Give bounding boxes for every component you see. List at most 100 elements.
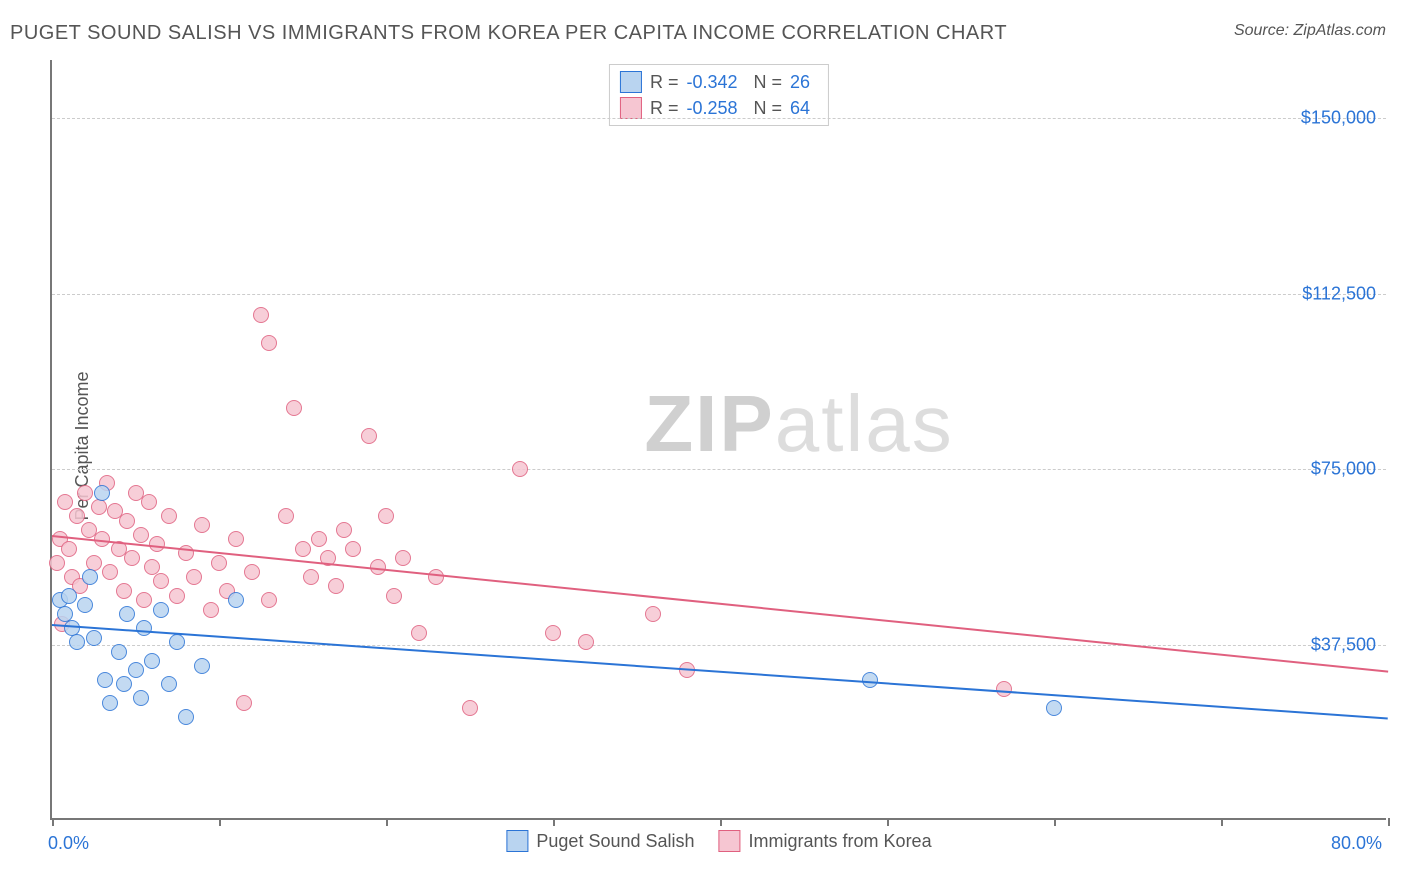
scatter-point-salish bbox=[86, 630, 102, 646]
x-tick-label: 80.0% bbox=[1331, 833, 1382, 854]
scatter-point-korea bbox=[141, 494, 157, 510]
y-tick-label: $75,000 bbox=[1311, 459, 1376, 480]
scatter-point-korea bbox=[211, 555, 227, 571]
scatter-point-salish bbox=[102, 695, 118, 711]
scatter-point-korea bbox=[361, 428, 377, 444]
scatter-point-korea bbox=[186, 569, 202, 585]
legend-item-salish: Puget Sound Salish bbox=[506, 830, 694, 852]
scatter-point-korea bbox=[124, 550, 140, 566]
scatter-point-salish bbox=[144, 653, 160, 669]
series-legend: Puget Sound Salish Immigrants from Korea bbox=[506, 830, 931, 852]
scatter-point-salish bbox=[161, 676, 177, 692]
stat-row-korea: R = -0.258 N = 64 bbox=[620, 95, 818, 121]
scatter-point-salish bbox=[94, 485, 110, 501]
legend-swatch-korea bbox=[719, 830, 741, 852]
gridline-h bbox=[52, 294, 1386, 295]
scatter-point-korea bbox=[236, 695, 252, 711]
n-label: N = bbox=[754, 98, 783, 119]
correlation-stats-box: R = -0.342 N = 26 R = -0.258 N = 64 bbox=[609, 64, 829, 126]
scatter-point-korea bbox=[386, 588, 402, 604]
scatter-point-salish bbox=[194, 658, 210, 674]
watermark-atlas: atlas bbox=[775, 379, 954, 468]
y-tick-label: $37,500 bbox=[1311, 634, 1376, 655]
gridline-h bbox=[52, 469, 1386, 470]
r-label: R = bbox=[650, 98, 679, 119]
scatter-point-korea bbox=[49, 555, 65, 571]
x-tick bbox=[720, 818, 722, 826]
scatter-point-korea bbox=[286, 400, 302, 416]
scatter-point-korea bbox=[136, 592, 152, 608]
scatter-point-salish bbox=[111, 644, 127, 660]
chart-source: Source: ZipAtlas.com bbox=[1234, 22, 1386, 40]
scatter-point-korea bbox=[545, 625, 561, 641]
x-tick bbox=[1221, 818, 1223, 826]
scatter-point-korea bbox=[462, 700, 478, 716]
scatter-point-korea bbox=[102, 564, 118, 580]
scatter-point-salish bbox=[97, 672, 113, 688]
legend-label-salish: Puget Sound Salish bbox=[536, 831, 694, 852]
scatter-point-salish bbox=[862, 672, 878, 688]
scatter-point-korea bbox=[395, 550, 411, 566]
scatter-point-korea bbox=[303, 569, 319, 585]
swatch-salish bbox=[620, 71, 642, 93]
n-value-salish: 26 bbox=[790, 72, 818, 93]
scatter-point-korea bbox=[133, 527, 149, 543]
scatter-point-korea bbox=[261, 592, 277, 608]
n-value-korea: 64 bbox=[790, 98, 818, 119]
scatter-point-korea bbox=[278, 508, 294, 524]
trend-line-salish bbox=[52, 624, 1388, 720]
scatter-point-korea bbox=[996, 681, 1012, 697]
scatter-point-salish bbox=[77, 597, 93, 613]
scatter-point-korea bbox=[149, 536, 165, 552]
scatter-point-korea bbox=[119, 513, 135, 529]
x-tick bbox=[386, 818, 388, 826]
legend-swatch-salish bbox=[506, 830, 528, 852]
r-value-salish: -0.342 bbox=[686, 72, 745, 93]
scatter-point-korea bbox=[116, 583, 132, 599]
scatter-point-korea bbox=[203, 602, 219, 618]
scatter-point-korea bbox=[512, 461, 528, 477]
x-tick bbox=[52, 818, 54, 826]
legend-label-korea: Immigrants from Korea bbox=[749, 831, 932, 852]
scatter-point-korea bbox=[161, 508, 177, 524]
scatter-point-korea bbox=[228, 531, 244, 547]
scatter-point-korea bbox=[336, 522, 352, 538]
watermark-zip: ZIP bbox=[644, 379, 774, 468]
scatter-point-korea bbox=[645, 606, 661, 622]
scatter-point-salish bbox=[119, 606, 135, 622]
x-tick bbox=[219, 818, 221, 826]
scatter-point-korea bbox=[295, 541, 311, 557]
scatter-point-salish bbox=[136, 620, 152, 636]
scatter-point-korea bbox=[77, 485, 93, 501]
scatter-point-salish bbox=[116, 676, 132, 692]
stat-row-salish: R = -0.342 N = 26 bbox=[620, 69, 818, 95]
scatter-point-korea bbox=[69, 508, 85, 524]
x-tick bbox=[1054, 818, 1056, 826]
watermark: ZIPatlas bbox=[644, 378, 953, 470]
gridline-h bbox=[52, 118, 1386, 119]
scatter-point-korea bbox=[428, 569, 444, 585]
scatter-point-korea bbox=[169, 588, 185, 604]
scatter-plot: ZIPatlas R = -0.342 N = 26 R = -0.258 N … bbox=[50, 60, 1386, 820]
scatter-point-salish bbox=[178, 709, 194, 725]
r-value-korea: -0.258 bbox=[686, 98, 745, 119]
chart-title: PUGET SOUND SALISH VS IMMIGRANTS FROM KO… bbox=[10, 22, 1007, 45]
x-tick-label: 0.0% bbox=[48, 833, 89, 854]
x-tick bbox=[1388, 818, 1390, 826]
x-tick bbox=[887, 818, 889, 826]
scatter-point-salish bbox=[128, 662, 144, 678]
scatter-point-korea bbox=[61, 541, 77, 557]
r-label: R = bbox=[650, 72, 679, 93]
trend-line-korea bbox=[52, 535, 1388, 673]
scatter-point-korea bbox=[378, 508, 394, 524]
scatter-point-salish bbox=[69, 634, 85, 650]
scatter-point-korea bbox=[244, 564, 260, 580]
scatter-point-korea bbox=[411, 625, 427, 641]
x-tick bbox=[553, 818, 555, 826]
gridline-h bbox=[52, 645, 1386, 646]
scatter-point-salish bbox=[82, 569, 98, 585]
y-tick-label: $150,000 bbox=[1301, 108, 1376, 129]
scatter-point-korea bbox=[153, 573, 169, 589]
scatter-point-korea bbox=[578, 634, 594, 650]
source-prefix: Source: bbox=[1234, 22, 1294, 39]
